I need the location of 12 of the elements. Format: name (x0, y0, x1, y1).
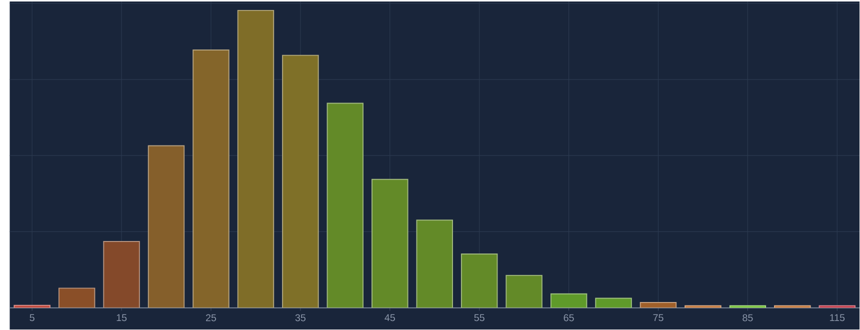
x-tick-label: 85 (742, 314, 753, 322)
x-tick-label: 55 (474, 314, 484, 322)
x-tick-label: 75 (653, 314, 664, 322)
x-tick-label: 5 (30, 314, 34, 322)
bar (595, 298, 632, 308)
x-tick-label: 15 (116, 314, 127, 322)
bar (282, 55, 319, 308)
x-tick-label: 35 (295, 314, 306, 322)
x-tick-label: 115 (830, 314, 845, 322)
x-tick-label: 25 (206, 314, 216, 322)
x-tick-label: 45 (384, 314, 395, 322)
x-tick-label: 65 (564, 314, 574, 322)
